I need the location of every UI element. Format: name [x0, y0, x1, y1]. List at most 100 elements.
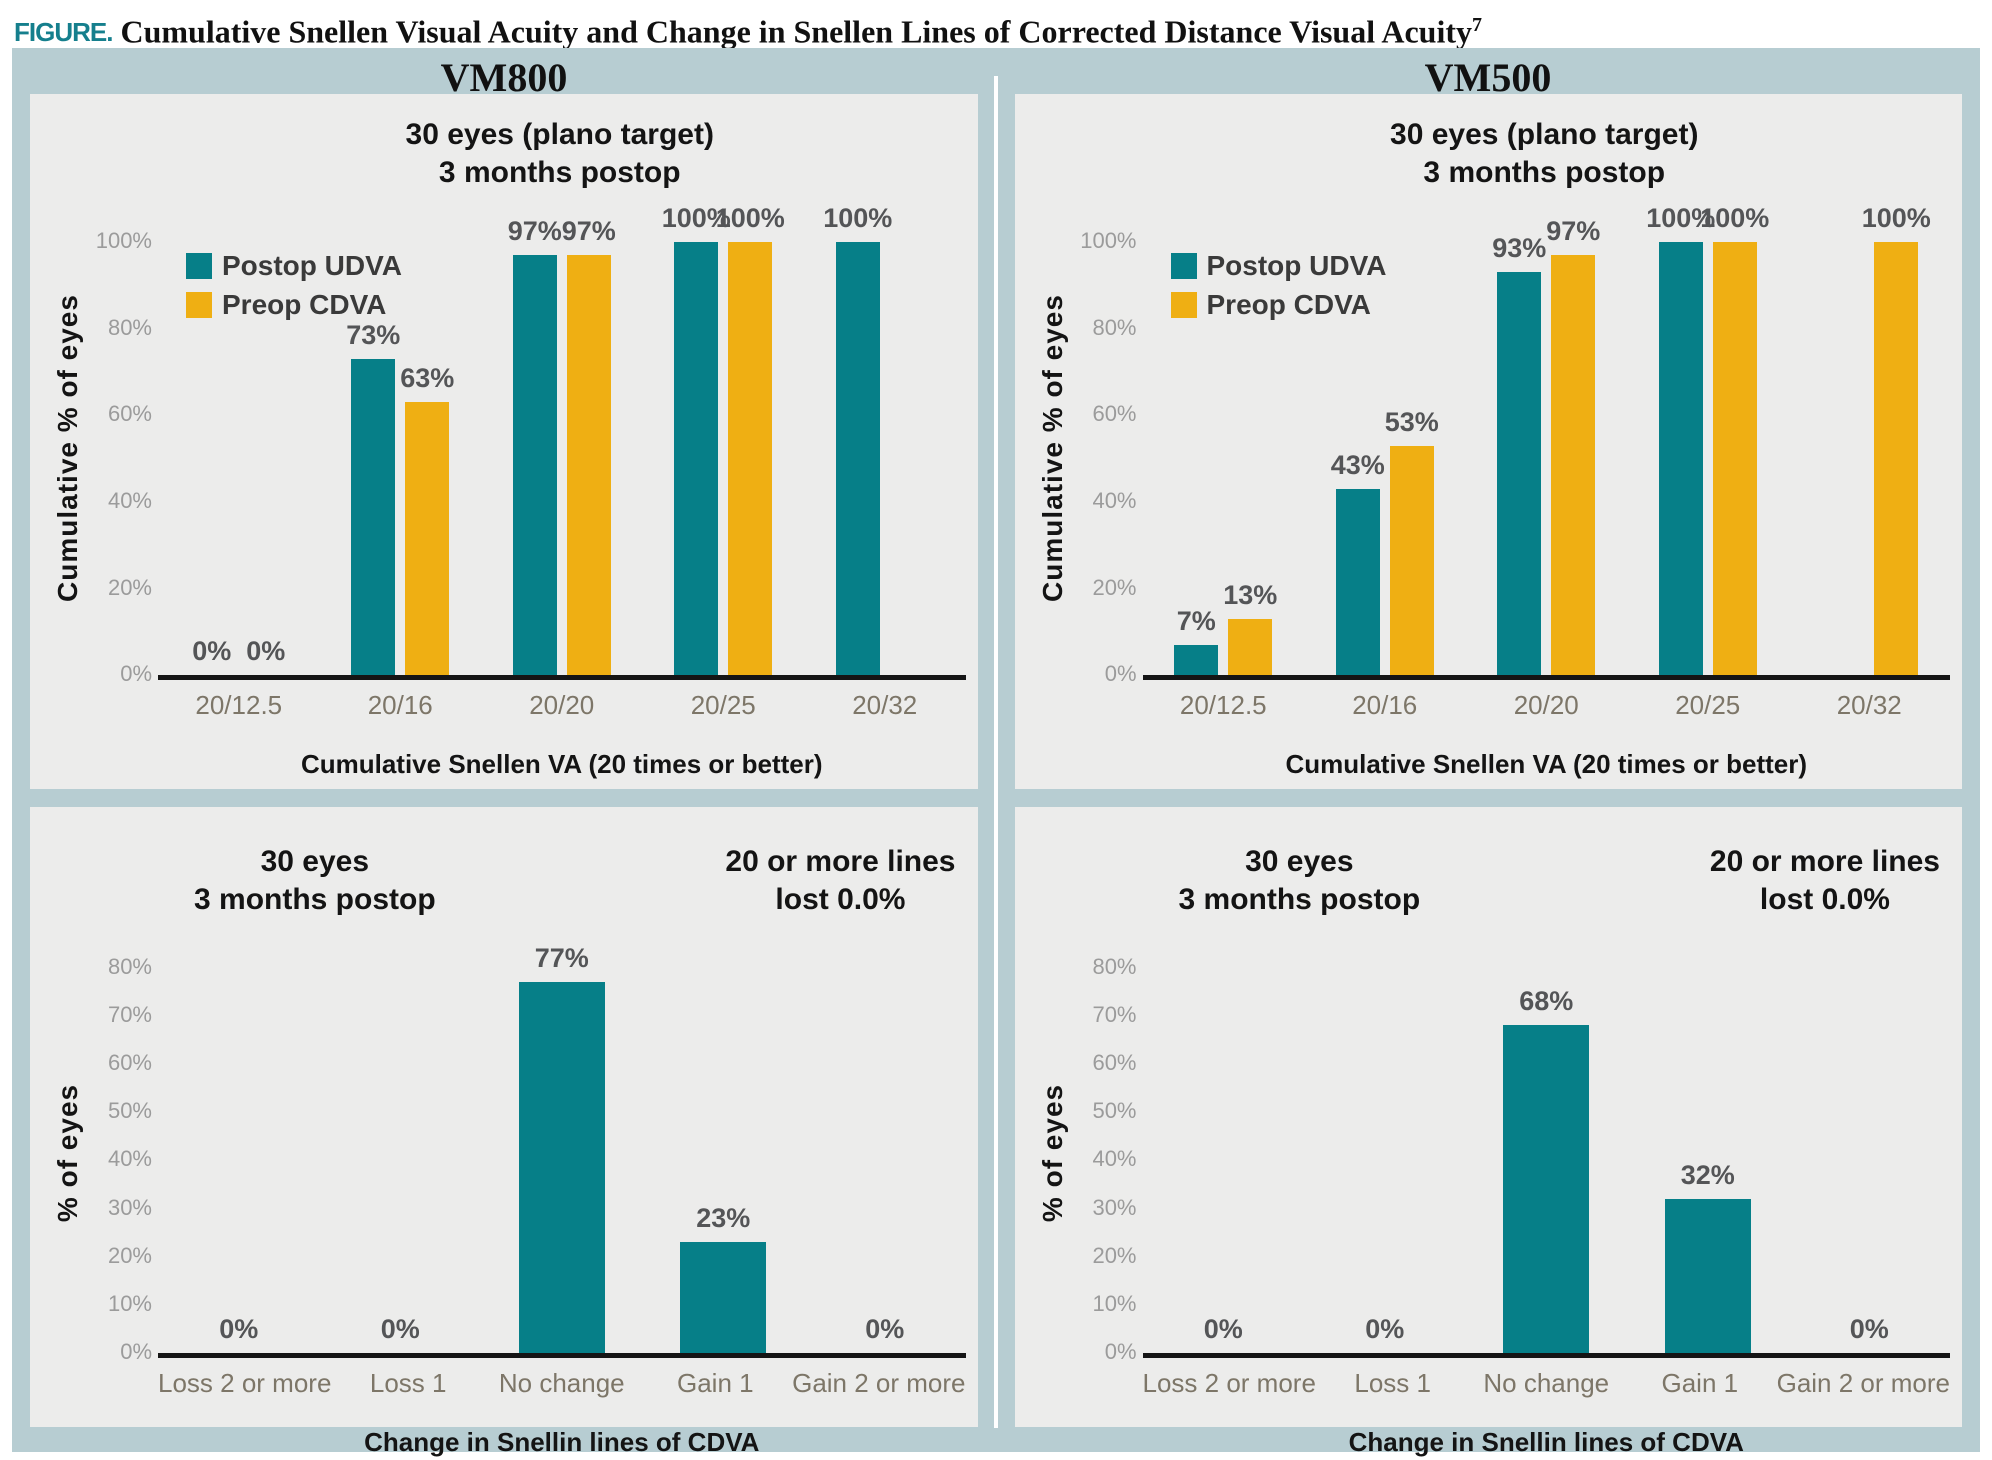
- legend-swatch-teal: [1170, 253, 1197, 280]
- category-group: 97% 97%: [481, 216, 643, 676]
- bar-slot: 0%: [190, 220, 234, 675]
- value-label: 100%: [1861, 202, 1931, 233]
- bar-slot: 53%: [1385, 220, 1439, 676]
- bar-slot: 0%: [1342, 953, 1428, 1353]
- category-group: 32%: [1627, 953, 1789, 1354]
- y-tick-label: 60%: [1092, 1050, 1137, 1076]
- legend-swatch-teal: [186, 253, 212, 280]
- x-category-label: 20/16: [1352, 690, 1418, 721]
- x-axis-title: Change in Snellin lines of CDVA: [364, 1427, 760, 1458]
- value-label: 73%: [346, 319, 401, 350]
- y-tick-label: 80%: [107, 314, 152, 340]
- bar-change-in-cdva: [1503, 1025, 1590, 1354]
- figure-title-row: FIGURE. Cumulative Snellen Visual Acuity…: [0, 0, 1992, 48]
- plot-column: Postop UDVA Preop CDVA 0% 0% 73% 63% 97% 97% 1…: [158, 203, 966, 780]
- value-label: 0%: [1849, 1314, 1889, 1345]
- value-label: 0%: [1365, 1314, 1405, 1345]
- category-group: 93% 97%: [1466, 216, 1628, 676]
- figure-label: FIGURE.: [14, 17, 113, 47]
- x-category-label: Loss 2 or more: [1142, 1368, 1316, 1399]
- y-axis-title: Cumulative % of eyes: [52, 293, 83, 602]
- x-category-label: 20/12.5: [195, 690, 283, 721]
- category-group: 77%: [481, 943, 643, 1354]
- bar-change-in-cdva: [518, 982, 605, 1354]
- subtitle-right-line2: lost 0.0%: [1759, 883, 1890, 917]
- bar-postop-udva: [1658, 241, 1703, 676]
- y-tick-label: 100%: [95, 227, 152, 253]
- bar-slot: 97%: [1546, 216, 1600, 676]
- x-category-label: Gain 2 or more: [792, 1368, 966, 1399]
- y-axis-ticks: 0% 20% 40% 60% 80% 100%: [1077, 220, 1143, 686]
- y-tick-label: 100%: [1080, 227, 1137, 253]
- bar-change-in-cdva: [680, 1242, 767, 1354]
- x-axis-labels: Loss 2 or more Loss 1 No change Gain 1 Gain …: [1143, 1368, 1951, 1399]
- x-category-label: Loss 1: [369, 1368, 447, 1399]
- value-label: 0%: [380, 1314, 420, 1345]
- y-tick-label: 40%: [107, 1146, 152, 1172]
- bar-preop-cdva: [1228, 618, 1273, 676]
- value-label: 97%: [561, 215, 616, 246]
- value-label: 97%: [507, 215, 562, 246]
- bar-slot: 97%: [562, 216, 616, 676]
- subtitle-right: 20 or more lines lost 0.0%: [1710, 843, 1940, 919]
- category-group: 100%: [1789, 203, 1951, 676]
- column-header-vm800: VM800: [440, 55, 568, 100]
- y-tick-label: 40%: [1092, 1146, 1137, 1172]
- chart-subtitle: 30 eyes (plano target) 3 months postop: [44, 116, 966, 192]
- bar-change-in-cdva: [1664, 1198, 1751, 1354]
- subtitle-left-line1: 30 eyes: [260, 845, 370, 878]
- x-category-label: 20/16: [367, 690, 433, 721]
- chart-body: Cumulative % of eyes 0% 20% 40% 60% 80% 100% …: [44, 203, 966, 780]
- value-label: 100%: [661, 202, 731, 233]
- category-group: 0%: [1304, 953, 1466, 1353]
- bar-slot: 100%: [823, 203, 892, 676]
- plot-area: Postop UDVA Preop CDVA 7% 13% 43% 53% 93% 97%…: [1142, 203, 1951, 681]
- x-category-label: Gain 1: [1661, 1368, 1739, 1399]
- y-tick-label: 60%: [107, 401, 152, 427]
- value-label: 7%: [1176, 605, 1216, 636]
- bar-preop-cdva: [1389, 445, 1434, 676]
- category-group: 0%: [804, 953, 966, 1353]
- chart-body: Cumulative % of eyes 0% 20% 40% 60% 80% 100% …: [1029, 203, 1951, 780]
- bar-slot: 68%: [1503, 953, 1590, 1354]
- bar-slot: 0%: [1826, 953, 1912, 1353]
- y-tick-label: 50%: [1092, 1098, 1137, 1124]
- bar-slot: 77%: [518, 943, 605, 1354]
- bar-slot: 32%: [1664, 953, 1751, 1354]
- x-axis-labels: Loss 2 or more Loss 1 No change Gain 1 Gain …: [158, 1368, 966, 1399]
- subtitle-left-line2: 3 months postop: [1178, 883, 1421, 917]
- bar-slot: 23%: [680, 953, 767, 1354]
- bar-slot: 100%: [716, 203, 785, 676]
- bar-preop-cdva: [1551, 254, 1596, 676]
- plot-column: 0% 0% 77% 23% 0% Loss 2 or more Loss 1 No chan…: [158, 943, 966, 1458]
- y-tick-label: 0%: [1104, 661, 1137, 687]
- chart-subtitle-row: 30 eyes 3 months postop 20 or more lines…: [44, 829, 966, 919]
- x-category-label: 20/25: [690, 690, 756, 721]
- x-category-label: 20/20: [529, 690, 595, 721]
- x-axis-labels: 20/12.5 20/16 20/20 20/25 20/32: [158, 690, 966, 721]
- value-label: 13%: [1223, 579, 1278, 610]
- bar-slot: 63%: [400, 220, 454, 676]
- bar-slot: 0%: [842, 953, 928, 1353]
- y-tick-label: 20%: [1092, 1242, 1137, 1268]
- y-tick-label: 30%: [107, 1194, 152, 1220]
- category-group: 100% 100%: [643, 203, 805, 676]
- x-category-label: 20/25: [1675, 690, 1741, 721]
- bar-preop-cdva: [566, 254, 611, 676]
- x-category-label: 20/32: [852, 690, 918, 721]
- legend-label: Postop UDVA: [222, 250, 402, 282]
- value-label: 0%: [192, 636, 232, 667]
- chart-subtitle-line2: 3 months postop: [438, 156, 681, 190]
- category-group: 0%: [1143, 953, 1305, 1353]
- category-group: 100%: [804, 203, 966, 676]
- x-axis-labels: 20/12.5 20/16 20/20 20/25 20/32: [1143, 690, 1951, 721]
- y-axis-ticks: 0% 10% 20% 30% 40% 50% 60% 70% 80%: [1077, 953, 1143, 1365]
- plot-column: 0% 0% 68% 32% 0% Loss 2 or more Loss 1 No chan…: [1142, 953, 1951, 1458]
- value-label: 0%: [1203, 1314, 1243, 1345]
- chart-panel-vm500-cumulative: 30 eyes (plano target) 3 months postop C…: [1014, 94, 1962, 789]
- bar-slot: 0%: [244, 220, 288, 675]
- y-tick-label: 80%: [1092, 953, 1137, 979]
- value-label: 0%: [246, 636, 286, 667]
- figure-title-text: Cumulative Snellen Visual Acuity and Cha…: [120, 14, 1472, 50]
- y-tick-label: 70%: [107, 1001, 152, 1027]
